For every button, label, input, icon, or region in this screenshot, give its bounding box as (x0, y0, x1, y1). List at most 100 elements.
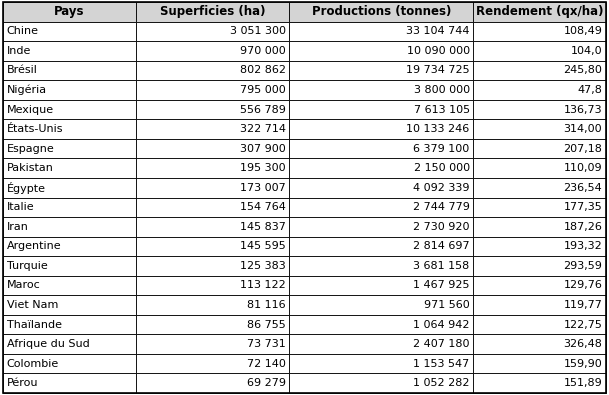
Bar (3, 2, 136, 21)
Bar (3, 374, 136, 393)
Text: 2 814 697: 2 814 697 (413, 241, 470, 251)
Bar (3, 315, 136, 334)
Bar (3, 21, 136, 41)
Bar (473, 158, 606, 178)
Text: 2 744 779: 2 744 779 (413, 202, 470, 212)
Bar (136, 256, 289, 276)
Bar (136, 2, 289, 21)
Bar (473, 80, 606, 100)
Text: 73 731: 73 731 (247, 339, 286, 349)
Bar (136, 217, 289, 237)
Bar (3, 256, 136, 276)
Text: 159,90: 159,90 (563, 359, 602, 369)
Text: 145 595: 145 595 (240, 241, 286, 251)
Text: 104,0: 104,0 (571, 46, 602, 56)
Bar (473, 21, 606, 41)
Bar (289, 178, 473, 198)
Bar (136, 21, 289, 41)
Bar (136, 178, 289, 198)
Text: Mexique: Mexique (7, 105, 54, 115)
Bar (136, 276, 289, 295)
Text: 245,80: 245,80 (563, 66, 602, 75)
Bar (136, 100, 289, 119)
Bar (473, 139, 606, 158)
Bar (3, 295, 136, 315)
Text: 326,48: 326,48 (563, 339, 602, 349)
Text: 2 407 180: 2 407 180 (413, 339, 470, 349)
Text: 7 613 105: 7 613 105 (414, 105, 470, 115)
Text: 4 092 339: 4 092 339 (413, 183, 470, 193)
Bar (136, 80, 289, 100)
Text: Nigéria: Nigéria (7, 85, 47, 95)
Bar (473, 374, 606, 393)
Bar (3, 198, 136, 217)
Bar (289, 256, 473, 276)
Bar (289, 276, 473, 295)
Text: Turquie: Turquie (7, 261, 48, 271)
Bar (3, 334, 136, 354)
Text: 86 755: 86 755 (247, 320, 286, 329)
Text: 802 862: 802 862 (240, 66, 286, 75)
Text: 136,73: 136,73 (564, 105, 602, 115)
Text: 970 000: 970 000 (240, 46, 286, 56)
Text: 1 467 925: 1 467 925 (413, 280, 470, 290)
Text: Pérou: Pérou (7, 378, 38, 388)
Text: 108,49: 108,49 (563, 26, 602, 36)
Bar (289, 198, 473, 217)
Bar (473, 100, 606, 119)
Bar (289, 80, 473, 100)
Text: Superficies (ha): Superficies (ha) (160, 5, 266, 18)
Text: 113 122: 113 122 (240, 280, 286, 290)
Text: Pakistan: Pakistan (7, 163, 54, 173)
Text: 177,35: 177,35 (563, 202, 602, 212)
Bar (3, 158, 136, 178)
Bar (473, 119, 606, 139)
Text: États-Unis: États-Unis (7, 124, 63, 134)
Text: 293,59: 293,59 (563, 261, 602, 271)
Bar (3, 217, 136, 237)
Bar (136, 158, 289, 178)
Text: 556 789: 556 789 (240, 105, 286, 115)
Bar (136, 119, 289, 139)
Text: 314,00: 314,00 (564, 124, 602, 134)
Text: Chine: Chine (7, 26, 39, 36)
Text: 129,76: 129,76 (563, 280, 602, 290)
Bar (3, 178, 136, 198)
Text: Égypte: Égypte (7, 182, 46, 194)
Text: Inde: Inde (7, 46, 31, 56)
Text: 10 090 000: 10 090 000 (407, 46, 470, 56)
Text: 307 900: 307 900 (240, 144, 286, 154)
Bar (289, 217, 473, 237)
Bar (289, 60, 473, 80)
Bar (473, 60, 606, 80)
Bar (3, 119, 136, 139)
Text: 3 800 000: 3 800 000 (414, 85, 470, 95)
Bar (473, 354, 606, 374)
Bar (136, 315, 289, 334)
Bar (136, 354, 289, 374)
Text: Italie: Italie (7, 202, 34, 212)
Text: Pays: Pays (54, 5, 85, 18)
Text: 173 007: 173 007 (240, 183, 286, 193)
Text: 69 279: 69 279 (247, 378, 286, 388)
Text: 2 730 920: 2 730 920 (413, 222, 470, 232)
Text: Maroc: Maroc (7, 280, 40, 290)
Bar (136, 334, 289, 354)
Bar (289, 315, 473, 334)
Bar (3, 276, 136, 295)
Bar (136, 60, 289, 80)
Bar (289, 21, 473, 41)
Text: 72 140: 72 140 (247, 359, 286, 369)
Bar (3, 237, 136, 256)
Text: 33 104 744: 33 104 744 (406, 26, 470, 36)
Bar (473, 237, 606, 256)
Text: 3 681 158: 3 681 158 (414, 261, 470, 271)
Text: 6 379 100: 6 379 100 (414, 144, 470, 154)
Bar (289, 374, 473, 393)
Text: Afrique du Sud: Afrique du Sud (7, 339, 90, 349)
Bar (3, 80, 136, 100)
Text: 19 734 725: 19 734 725 (406, 66, 470, 75)
Text: 195 300: 195 300 (240, 163, 286, 173)
Text: 154 764: 154 764 (240, 202, 286, 212)
Bar (473, 334, 606, 354)
